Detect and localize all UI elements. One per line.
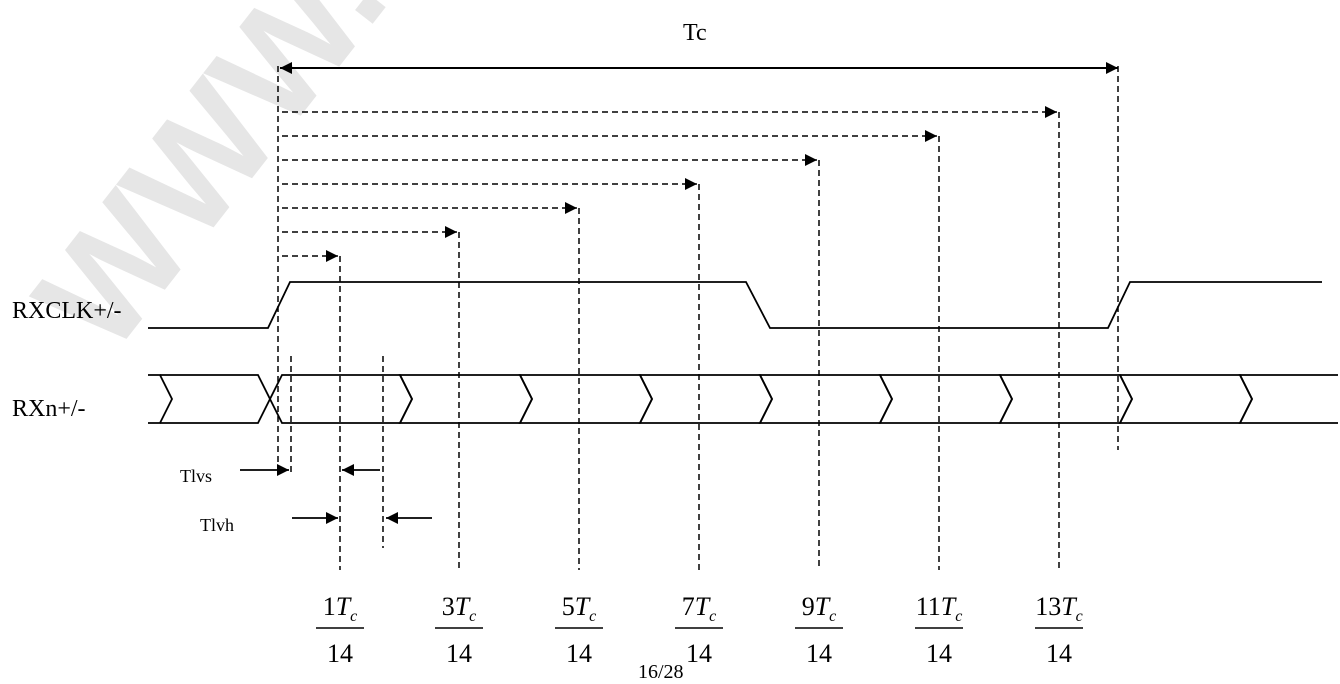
data-waveform (148, 374, 1338, 424)
fraction-denominator: 14 (566, 639, 592, 668)
hold-label: Tlvh (200, 515, 234, 535)
setup-hold-markers (290, 356, 384, 548)
fraction-numerator: 3Tc (442, 592, 477, 625)
fraction-denominator: 14 (327, 639, 353, 668)
fraction-denominator: 14 (446, 639, 472, 668)
sample-points (282, 106, 1060, 570)
page-number: 16/28 (638, 661, 684, 683)
clock-waveform (148, 281, 1322, 329)
fraction-numerator: 5Tc (562, 592, 597, 625)
fraction-numerator: 7Tc (682, 592, 717, 625)
fraction-numerator: 9Tc (802, 592, 837, 625)
fraction-numerator: 13Tc (1035, 592, 1083, 625)
fraction-11: 11Tc 14 (915, 592, 963, 668)
setup-label: Tlvs (180, 466, 212, 486)
fraction-numerator: 1Tc (323, 592, 358, 625)
data-signal-label: RXn+/- (12, 396, 86, 422)
fraction-denominator: 14 (1046, 639, 1072, 668)
fraction-numerator: 11Tc (916, 592, 963, 625)
fraction-denominator: 14 (926, 639, 952, 668)
fraction-denominator: 14 (686, 639, 712, 668)
period-label: Tc (683, 20, 707, 46)
fraction-denominator: 14 (806, 639, 832, 668)
clock-signal-label: RXCLK+/- (12, 298, 122, 324)
fraction-13: 13Tc 14 (1035, 592, 1083, 668)
